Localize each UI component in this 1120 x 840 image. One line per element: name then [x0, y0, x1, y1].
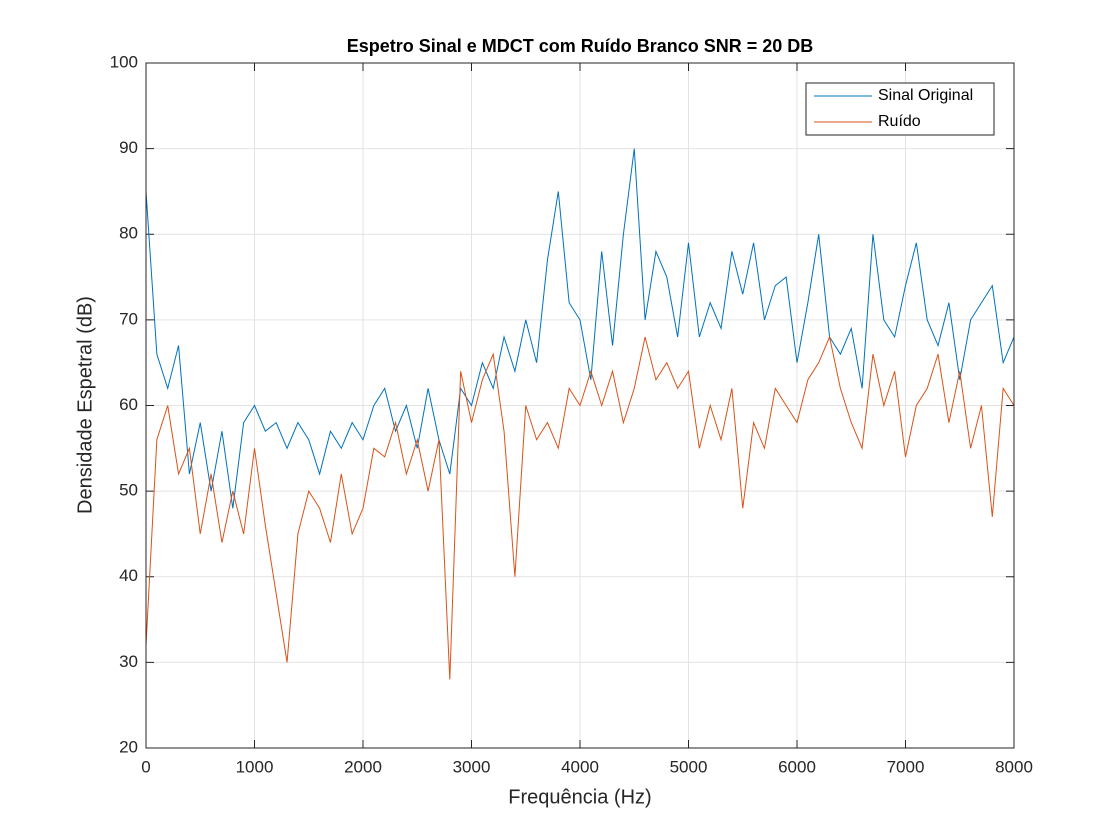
y-tick-label: 60 — [119, 395, 138, 414]
x-tick-label: 8000 — [995, 757, 1033, 776]
y-tick-label: 30 — [119, 652, 138, 671]
x-tick-label: 7000 — [887, 757, 925, 776]
y-tick-label: 100 — [110, 52, 138, 71]
y-tick-label: 90 — [119, 138, 138, 157]
x-tick-label: 6000 — [778, 757, 816, 776]
y-tick-label: 40 — [119, 566, 138, 585]
legend-label: Sinal Original — [878, 87, 973, 104]
y-tick-label: 50 — [119, 481, 138, 500]
y-axis-label: Densidade Espetral (dB) — [74, 296, 96, 514]
legend: Sinal Original Ruído — [805, 82, 995, 136]
x-tick-label: 0 — [141, 757, 150, 776]
series-line — [145, 335, 1015, 680]
legend-label: Ruído — [878, 113, 921, 130]
x-tick-label: 5000 — [670, 757, 708, 776]
x-axis-label: Frequência (Hz) — [508, 786, 651, 808]
x-tick-label: 2000 — [344, 757, 382, 776]
y-tick-label: 80 — [119, 224, 138, 243]
series-line — [145, 148, 1015, 509]
x-tick-label: 1000 — [236, 757, 274, 776]
x-tick-label: 4000 — [561, 757, 599, 776]
x-tick-label: 3000 — [453, 757, 491, 776]
chart-title: Espetro Sinal e MDCT com Ruído Branco SN… — [347, 36, 814, 56]
y-tick-label: 20 — [119, 737, 138, 756]
y-tick-label: 70 — [119, 309, 138, 328]
legend-box — [805, 82, 995, 136]
plot-frame — [145, 62, 1015, 749]
